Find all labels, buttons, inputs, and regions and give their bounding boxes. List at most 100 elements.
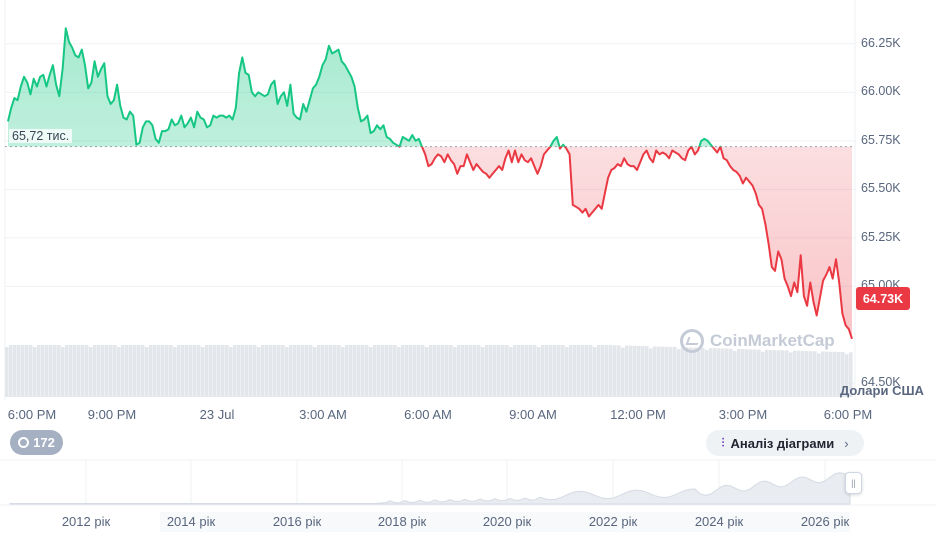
volume-bar (73, 345, 77, 397)
volume-bar (497, 345, 501, 397)
history-count: 172 (33, 435, 55, 450)
volume-bar (437, 345, 441, 397)
volume-bar (281, 345, 285, 397)
volume-bar (249, 345, 253, 397)
volume-bar (329, 345, 333, 397)
volume-bar (581, 345, 585, 397)
volume-bar (689, 347, 693, 397)
volume-bar (405, 345, 409, 397)
volume-bar (89, 347, 93, 397)
volume-bar (705, 350, 709, 397)
volume-bar (837, 351, 841, 397)
volume-bar (237, 345, 241, 397)
volume-bar (409, 345, 413, 397)
range-handle[interactable]: || (845, 472, 862, 494)
volume-bar (93, 345, 97, 397)
volume-bar (205, 345, 209, 397)
volume-bar (733, 350, 737, 397)
volume-bar (589, 345, 593, 397)
coinmarketcap-logo-icon (680, 329, 704, 353)
volume-bar (253, 345, 257, 397)
volume-bar (349, 345, 353, 397)
volume-bar (645, 346, 649, 397)
volume-bar (553, 345, 557, 397)
volume-bar (569, 345, 573, 397)
volume-bar (473, 345, 477, 397)
volume-bar (485, 345, 489, 397)
volume-bar (765, 349, 769, 397)
volume-bar (57, 345, 61, 397)
volume-bar (269, 345, 273, 397)
volume-bar (141, 345, 145, 397)
x-tick-label: 3:00 PM (718, 407, 768, 422)
volume-bar (709, 348, 713, 397)
volume-bar (769, 349, 773, 397)
volume-bar (261, 345, 265, 397)
volume-bar (673, 347, 677, 397)
volume-bar (753, 349, 757, 397)
volume-bar (641, 346, 645, 397)
price-line (7, 27, 853, 340)
volume-bar (125, 345, 129, 397)
volume-bar (41, 345, 45, 397)
volume-bar (101, 345, 105, 397)
line-below-reference (397, 146, 853, 340)
volume-bar (461, 345, 465, 397)
volume-bar (609, 345, 613, 397)
volume-bar (353, 345, 357, 397)
range-selector[interactable] (0, 459, 936, 532)
volume-bar (749, 349, 753, 397)
volume-bar (565, 347, 569, 397)
volume-bar (537, 347, 541, 397)
volume-bar (481, 347, 485, 397)
volume-bar (809, 351, 813, 397)
watermark: CoinMarketCap (680, 329, 835, 353)
volume-bar (637, 345, 641, 397)
volume-bar (345, 345, 349, 397)
chart-analysis-button[interactable]: ⫶ Аналіз діаграми › (706, 430, 864, 456)
volume-bar (29, 345, 33, 397)
volume-bar (401, 345, 405, 397)
volume-bar (277, 345, 281, 397)
volume-bar (661, 346, 665, 397)
volume-bar (201, 347, 205, 397)
volume-bar (161, 345, 165, 397)
volume-bar (245, 345, 249, 397)
history-clock-icon (18, 437, 30, 448)
volume-bar (785, 350, 789, 397)
volume-bar (113, 345, 117, 397)
volume-bar (625, 345, 629, 397)
volume-bar (713, 348, 717, 397)
volume-bar (165, 345, 169, 397)
volume-bar (469, 345, 473, 397)
x-tick-label: 6:00 AM (404, 407, 452, 422)
volume-bar (305, 345, 309, 397)
volume-bar (521, 345, 525, 397)
volume-bar (173, 347, 177, 397)
volume-bar (841, 352, 845, 397)
range-tick-label: 2024 рік (694, 514, 744, 529)
volume-bar (393, 345, 397, 397)
line-above-reference (7, 27, 722, 147)
volume-bar (525, 345, 529, 397)
volume-bar (293, 345, 297, 397)
volume-bar (813, 351, 817, 397)
volume-bar (149, 345, 153, 397)
x-tick-label: 9:00 PM (87, 407, 137, 422)
volume-bar (289, 345, 293, 397)
volume-bar (633, 345, 637, 397)
volume-bar (465, 345, 469, 397)
volume-bar (573, 345, 577, 397)
volume-bar (369, 347, 373, 397)
volume-bar (273, 345, 277, 397)
volume-bar (561, 345, 565, 397)
volume-bar (257, 347, 261, 397)
x-tick-label: 9:00 AM (509, 407, 557, 422)
volume-bar (177, 345, 181, 397)
history-button[interactable]: 172 (10, 430, 63, 455)
watermark-text: CoinMarketCap (710, 331, 835, 350)
area-above-reference (8, 28, 852, 147)
range-history-area (9, 472, 851, 505)
volume-bar (97, 345, 101, 397)
